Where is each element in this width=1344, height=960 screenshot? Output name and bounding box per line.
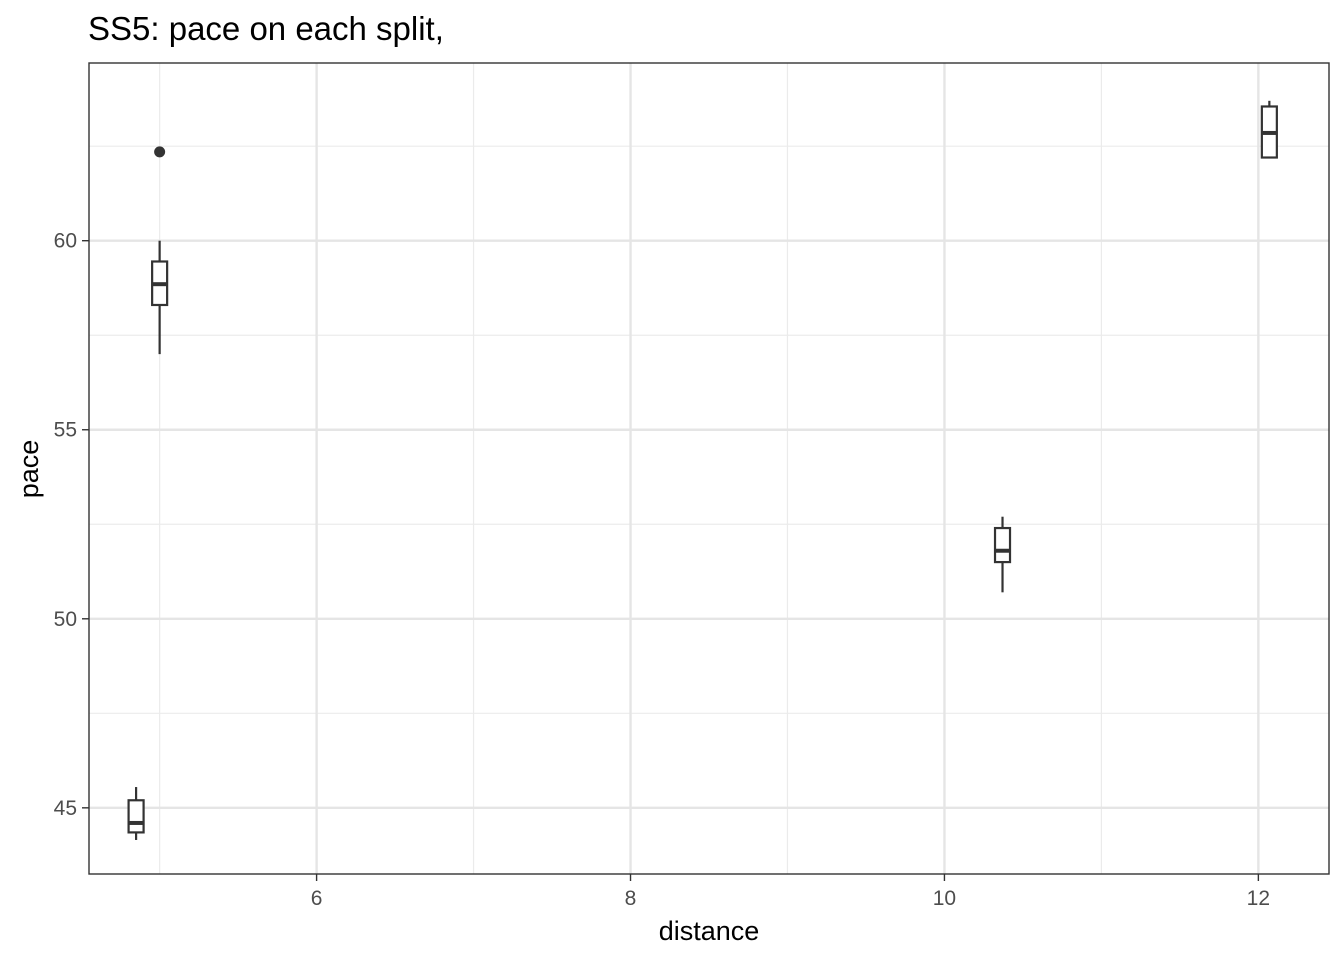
grid-minor xyxy=(89,63,1329,874)
y-axis: 45 50 55 60 xyxy=(54,230,89,820)
y-tick-label: 50 xyxy=(54,608,77,631)
plot-panel-background xyxy=(89,63,1329,874)
box-iqr xyxy=(993,526,1012,564)
box-outlier xyxy=(154,146,166,158)
y-tick-label: 60 xyxy=(54,230,77,253)
plot-panel-border xyxy=(88,62,1330,875)
grid-major xyxy=(89,63,1329,874)
x-tick-label: 12 xyxy=(1247,887,1270,910)
y-tick-label: 55 xyxy=(54,419,77,442)
box xyxy=(151,146,169,355)
y-tick-label: 45 xyxy=(54,797,77,820)
y-axis-title: pace xyxy=(14,440,44,499)
box xyxy=(993,516,1012,593)
box-iqr xyxy=(127,799,145,834)
box xyxy=(1260,100,1278,159)
x-axis: 6 8 10 12 xyxy=(311,874,1270,910)
x-tick-label: 8 xyxy=(625,887,637,910)
boxplots xyxy=(127,100,1278,840)
box xyxy=(127,787,145,840)
x-tick-label: 6 xyxy=(311,887,323,910)
chart-title: SS5: pace on each split, xyxy=(88,10,444,47)
x-axis-title: distance xyxy=(659,916,760,946)
x-tick-label: 10 xyxy=(933,887,956,910)
